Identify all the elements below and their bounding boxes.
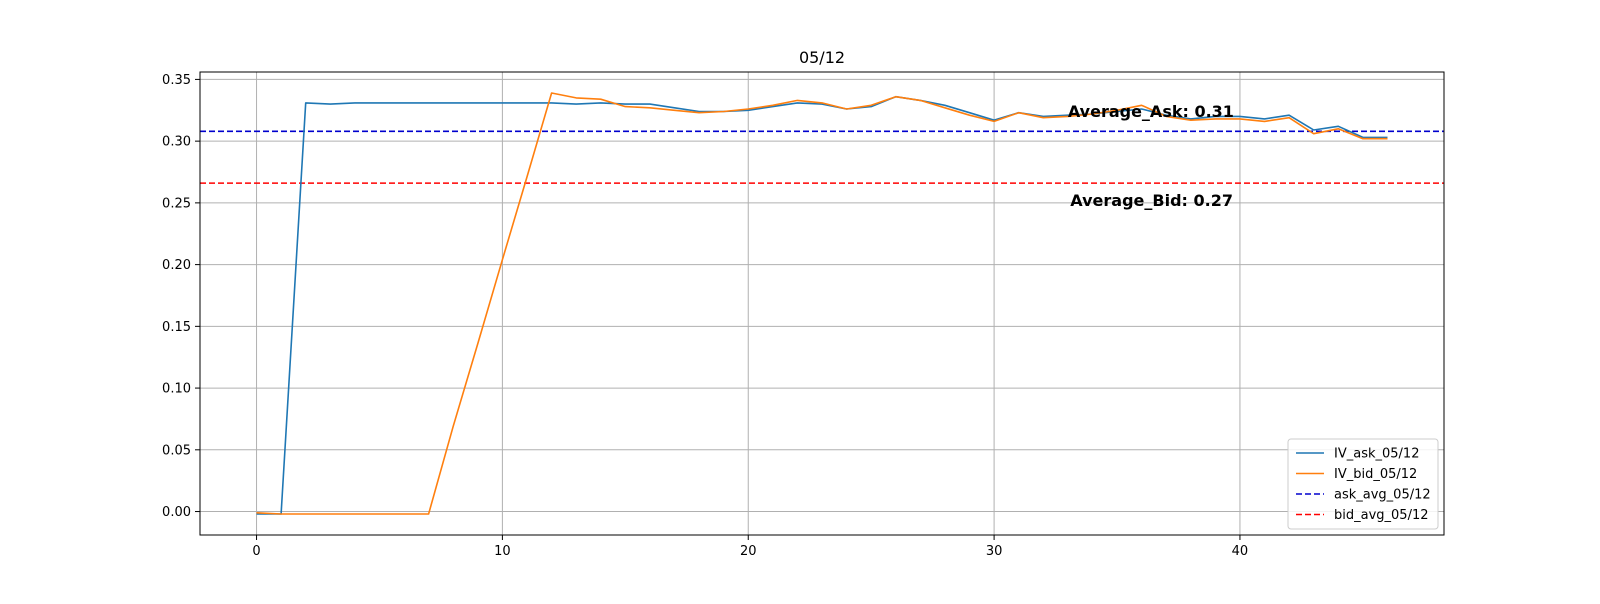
plot-frame [199, 71, 1445, 536]
y-tick-label: 0.00 [162, 505, 191, 520]
legend-box [1287, 438, 1439, 530]
legend-label: IV_ask_05/12 [1334, 447, 1419, 462]
x-tick-label: 40 [1232, 544, 1249, 559]
legend-label: IV_bid_05/12 [1334, 467, 1417, 482]
average-lines [200, 130, 1444, 184]
series-line-iv-ask [256, 95, 1388, 515]
x-tick-label: 10 [494, 544, 511, 559]
y-tick-label: 0.05 [162, 443, 191, 458]
annotations: Average_Ask: 0.31 Average_Bid: 0.27 [1068, 102, 1234, 210]
x-tick-label: 0 [252, 544, 260, 559]
legend-label: bid_avg_05/12 [1334, 508, 1429, 523]
annotation-text: Average_Ask: 0.31 [1068, 102, 1234, 121]
y-tick-label: 0.30 [162, 135, 191, 150]
annotation-text: Average_Bid: 0.27 [1070, 191, 1233, 210]
legend-label: ask_avg_05/12 [1334, 488, 1431, 503]
x-tick-label: 20 [740, 544, 757, 559]
y-tick-label: 0.25 [162, 196, 191, 211]
axis-ticks: 0 10 20 30 40 0.00 0.05 0.10 0.15 0.20 0.25 0.30 0.3… [162, 73, 1248, 559]
series-lines [256, 92, 1388, 515]
series-line-iv-bid [256, 92, 1388, 515]
grid [200, 72, 1444, 535]
y-tick-label: 0.20 [162, 258, 191, 273]
x-tick-label: 30 [986, 544, 1003, 559]
y-tick-label: 0.10 [162, 382, 191, 397]
legend: IV_ask_05/12 IV_bid_05/12 ask_avg_05/12bid… [1287, 438, 1439, 530]
y-tick-label: 0.15 [162, 320, 191, 335]
chart-title: 05/12 [799, 48, 845, 67]
y-tick-label: 0.35 [162, 73, 191, 88]
